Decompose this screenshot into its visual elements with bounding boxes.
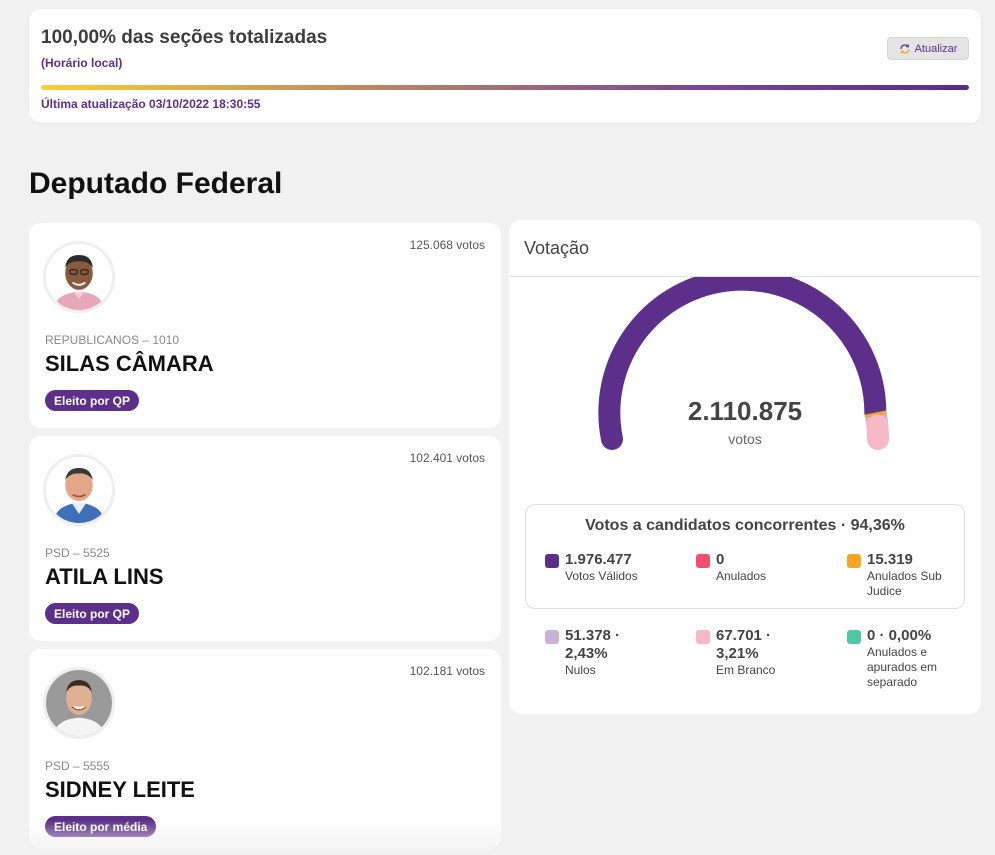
refresh-label: Atualizar: [914, 42, 958, 55]
gauge-arc-branco: [866, 414, 889, 450]
totalization-status: 100,00% das seções totalizadas: [41, 27, 328, 48]
votes-gauge: [598, 277, 889, 450]
stat-label: Votos Válidos: [565, 569, 638, 583]
stat-value: 15.319: [867, 551, 913, 568]
stat-value: 67.701 · 3,21%: [716, 627, 772, 662]
local-time-note: (Horário local): [41, 56, 123, 70]
candidate-name: SIDNEY LEITE: [45, 777, 195, 802]
stat-label: Anulados Sub Judice: [867, 569, 942, 598]
candidate-votes: 102.401 votos: [409, 451, 485, 465]
stat-value: 1.976.477: [565, 551, 632, 568]
gauge-arc-validos: [598, 277, 887, 450]
concorrentes-title: Votos a candidatos concorrentes · 94,36%: [585, 517, 905, 534]
candidate-votes: 125.068 votos: [409, 238, 485, 252]
candidate-card[interactable]: 102.401 votos PSD – 5525 ATILA LINS Elei…: [29, 436, 501, 641]
candidate-card[interactable]: 102.181 votos PSD – 5555 SIDNEY LEITE El…: [29, 649, 501, 849]
stat-em-branco: 67.701 · 3,21% Em Branco: [696, 627, 826, 678]
concorrentes-box: Votos a candidatos concorrentes · 94,36%…: [525, 504, 965, 609]
legend-swatch: [545, 630, 559, 644]
stat-label: Nulos: [565, 663, 596, 677]
candidate-photo: [43, 454, 115, 526]
stat-value: 0 · 0,00%: [867, 627, 932, 644]
candidate-name: SILAS CÂMARA: [45, 351, 214, 376]
stat-nulos: 51.378 · 2,43% Nulos: [545, 627, 675, 678]
candidate-card[interactable]: 125.068 votos REPUBLICANOS – 1010 SILAS …: [29, 223, 501, 428]
stat-label: Em Branco: [716, 663, 776, 677]
stat-anulados-sub-judice: 15.319 Anulados Sub Judice: [847, 551, 957, 599]
election-status-badge: Eleito por média: [45, 816, 157, 837]
candidate-party: PSD – 5555: [45, 759, 110, 773]
candidate-photo: [43, 241, 115, 313]
stat-label: Anulados e apurados em separado: [867, 645, 938, 689]
legend-swatch: [696, 630, 710, 644]
progress-fill: [41, 85, 969, 90]
candidate-name: ATILA LINS: [45, 564, 164, 589]
total-votes: 2.110.875: [687, 396, 803, 426]
last-update: Última atualização 03/10/2022 18:30:55: [41, 97, 261, 111]
refresh-button[interactable]: Atualizar: [887, 37, 969, 60]
total-votes-unit: votos: [728, 431, 762, 447]
section-title: Deputado Federal: [29, 167, 283, 200]
votacao-title: Votação: [509, 220, 981, 277]
refresh-icon: [899, 43, 911, 55]
legend-swatch: [847, 554, 861, 568]
stat-anulados-separado: 0 · 0,00% Anulados e apurados em separad…: [847, 627, 967, 690]
legend-swatch: [847, 630, 861, 644]
election-status-badge: Eleito por QP: [45, 603, 140, 624]
candidate-party: REPUBLICANOS – 1010: [45, 333, 180, 347]
votacao-card: Votação 2.110.875 votos Votos a candidat…: [509, 220, 981, 714]
legend-swatch: [545, 554, 559, 568]
candidate-photo: [43, 667, 115, 739]
stat-value: 51.378 · 2,43%: [565, 627, 621, 662]
candidate-votes: 102.181 votos: [409, 664, 485, 678]
legend-swatch: [696, 554, 710, 568]
stat-value: 0: [716, 551, 725, 568]
stat-votos-validos: 1.976.477 Votos Válidos: [545, 551, 675, 584]
totalization-progress-bar: [41, 85, 969, 90]
candidate-party: PSD – 5525: [45, 546, 110, 560]
election-status-badge: Eleito por QP: [45, 390, 140, 411]
status-card: 100,00% das seções totalizadas (Horário …: [29, 9, 981, 123]
stat-label: Anulados: [716, 569, 767, 583]
stat-anulados: 0 Anulados: [696, 551, 826, 584]
